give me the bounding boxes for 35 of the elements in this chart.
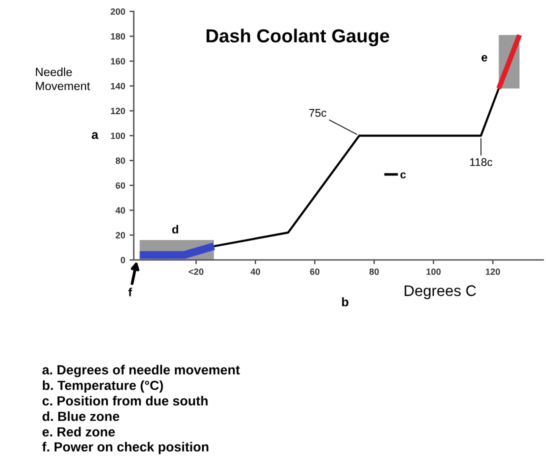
- y-axis-title: a: [92, 132, 98, 140]
- x-tick-label: 120: [486, 268, 500, 275]
- x-tick-label: 80: [369, 268, 379, 275]
- x-axis-title: b: [342, 297, 348, 306]
- y-tick-label: 160: [110, 58, 126, 64]
- x-tick-label: 60: [310, 268, 320, 275]
- text: Needle Movement: [36, 68, 90, 90]
- y-tick-label: 140: [110, 82, 126, 90]
- annotation: d: [172, 224, 178, 234]
- y-tick-label: 200: [110, 8, 126, 15]
- y-tick-label: 20: [116, 232, 126, 238]
- x-tick-label: 40: [250, 268, 260, 275]
- y-tick-label: 100: [110, 132, 126, 140]
- line-series: [212, 87, 500, 248]
- annotation: 118c: [470, 158, 492, 166]
- text: b. Temperature (°C): [42, 380, 163, 393]
- text: Degrees C: [404, 285, 476, 300]
- x-tick-label: 100: [426, 268, 441, 275]
- y-tick-label: 80: [116, 157, 126, 164]
- text: f: [128, 288, 132, 296]
- text: c. Position from due south: [42, 396, 208, 406]
- y-tick-label: 120: [110, 108, 126, 114]
- y-tick-label: 0: [120, 256, 126, 264]
- text: f. Power on check position: [42, 442, 208, 454]
- text: e. Red zone: [42, 426, 115, 437]
- legend-label: c: [400, 172, 406, 178]
- y-tick-label: 40: [116, 207, 126, 214]
- annotation: e: [482, 55, 488, 62]
- x-tick-label: <20: [188, 268, 204, 275]
- text: a. Degrees of needle movement: [42, 364, 240, 378]
- text: Dash Coolant Gauge: [206, 28, 390, 46]
- y-tick-label: 60: [116, 182, 126, 189]
- text: d. Blue zone: [42, 411, 120, 422]
- y-tick-label: 180: [110, 33, 126, 40]
- annotation: 75c: [309, 109, 326, 117]
